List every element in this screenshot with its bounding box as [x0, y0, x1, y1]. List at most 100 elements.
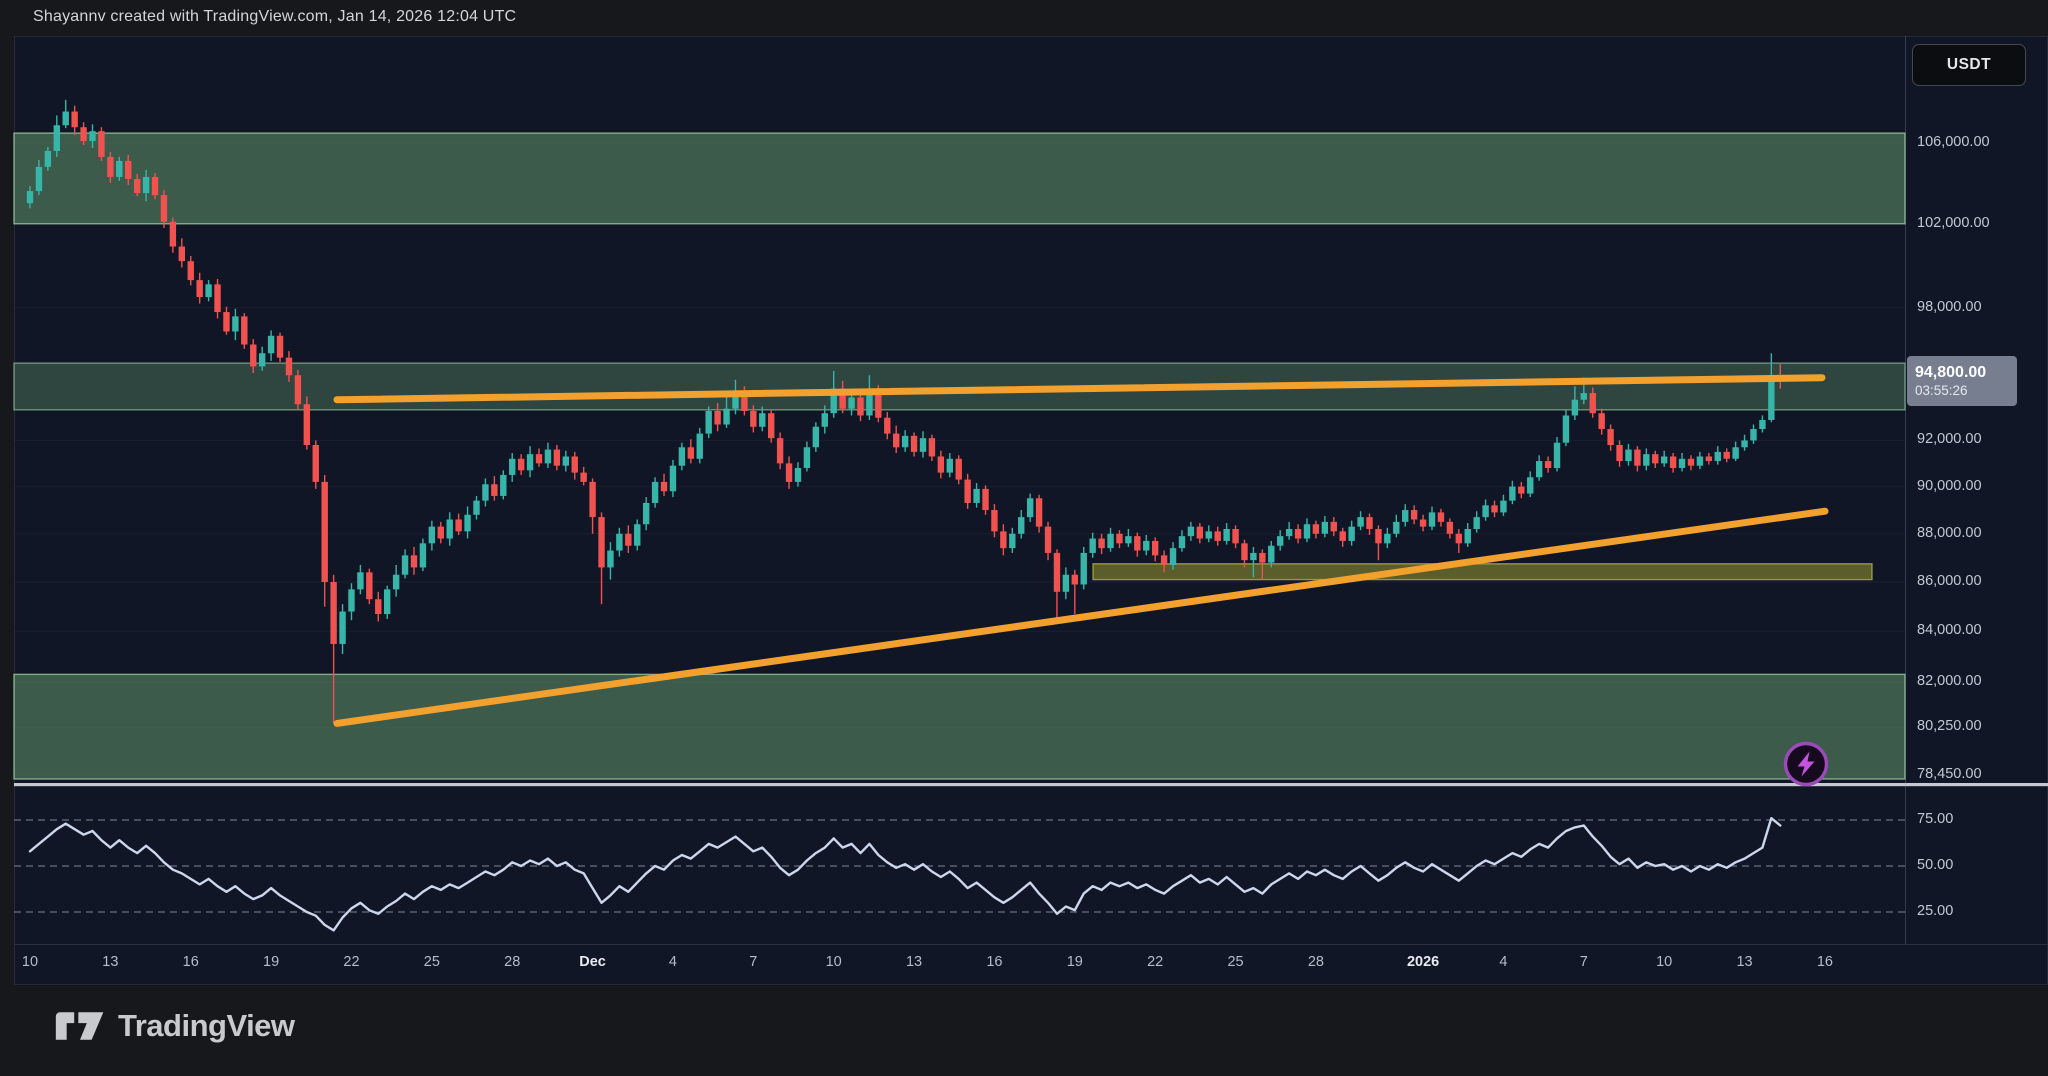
- candle-body: [517, 458, 525, 471]
- candle-body: [696, 433, 703, 459]
- candle-body: [1035, 498, 1043, 527]
- candle-body: [1750, 429, 1757, 441]
- candle-body: [1768, 375, 1775, 420]
- symbol-badge: USDT: [1912, 44, 2026, 86]
- candle-body: [1393, 521, 1400, 534]
- price-tick-label: 88,000.00: [1917, 524, 1982, 541]
- candle-body: [1125, 536, 1132, 544]
- candle-body: [1277, 536, 1284, 546]
- candle-body: [1723, 451, 1730, 459]
- rsi-line: [28, 817, 1782, 932]
- candle-body: [35, 166, 43, 192]
- candle-body: [1232, 528, 1239, 544]
- date-tick-label: 10: [21, 954, 39, 970]
- candle-body: [1366, 517, 1373, 529]
- candle-body: [553, 449, 561, 466]
- date-tick-label: 28: [504, 954, 521, 970]
- candle-body: [375, 599, 382, 615]
- symbol-badge-label: USDT: [1946, 56, 1992, 73]
- candle-body: [1321, 521, 1329, 534]
- date-axis[interactable]: 10 13 16 19 22 25 28 Dec 4 7 10 13 16 19 22 25 28 2026 4 7 1…: [14, 944, 2048, 986]
- candle-body: [1294, 528, 1302, 539]
- candle-body: [303, 404, 311, 445]
- candle-body: [884, 417, 891, 434]
- candle-body: [1080, 552, 1087, 585]
- tradingview-logo-text: TradingView: [118, 1008, 295, 1043]
- candle-body: [1732, 447, 1739, 459]
- price-tick-label: 90,000.00: [1917, 477, 1982, 494]
- candle-body: [1223, 528, 1230, 541]
- candle-body: [1419, 519, 1427, 527]
- candle-body: [482, 484, 489, 501]
- candle-body: [660, 481, 668, 492]
- candle-body: [1705, 456, 1713, 462]
- candle-body: [348, 589, 355, 612]
- candle-body: [1535, 461, 1543, 478]
- candle-body: [1473, 517, 1480, 529]
- price-tick-label: 78,450.00: [1917, 765, 1982, 782]
- price-tick-label: 98,000.00: [1917, 298, 1982, 315]
- candle-body: [151, 176, 159, 196]
- candle-body: [339, 611, 346, 644]
- candle-body: [723, 408, 730, 425]
- candle-body: [642, 502, 650, 525]
- candle-body: [1714, 451, 1721, 462]
- candle-body: [1205, 531, 1212, 539]
- candle-body: [1634, 449, 1641, 466]
- candle-body: [1268, 545, 1275, 563]
- candle-body: [294, 375, 302, 405]
- candle-body: [285, 357, 293, 376]
- candle-body: [1089, 538, 1096, 553]
- price-axis[interactable]: 106,000.00 102,000.00 98,000.00 92,000.00 90…: [1905, 36, 2048, 944]
- date-tick-label: 28: [1307, 954, 1324, 970]
- date-tick-label: 19: [263, 954, 280, 970]
- candle-body: [401, 555, 409, 575]
- candle-body: [1339, 531, 1346, 541]
- tradingview-logo-icon: [55, 1012, 104, 1040]
- boost-lightning-badge[interactable]: [1782, 740, 1830, 788]
- candle-body: [1000, 531, 1007, 549]
- candle-body: [1062, 574, 1070, 592]
- candle-body: [437, 526, 444, 539]
- candle-body: [169, 221, 177, 247]
- candle-body: [1553, 442, 1561, 468]
- candle-body: [1625, 449, 1632, 462]
- last-price-value: 94,800.00: [1915, 364, 1987, 382]
- date-tick-label: 16: [986, 954, 1003, 970]
- candle-body: [580, 472, 587, 482]
- candle-body: [428, 526, 436, 544]
- candle-body: [1580, 393, 1588, 400]
- candle-body: [1482, 505, 1489, 518]
- candle-body: [1357, 517, 1364, 527]
- candle-body: [98, 131, 105, 157]
- price-tick-label: 102,000.00: [1917, 214, 1990, 231]
- candle-body: [1410, 510, 1418, 520]
- date-tick-label: 4: [668, 954, 677, 970]
- candle-body: [71, 111, 78, 128]
- candle-body: [1044, 526, 1052, 553]
- price-tick-label: 92,000.00: [1917, 431, 1982, 448]
- candle-body: [830, 388, 837, 414]
- tradingview-watermark[interactable]: TradingView: [55, 1008, 295, 1044]
- ascending-support: [333, 507, 1829, 727]
- price-tick-label: 80,250.00: [1917, 718, 1982, 735]
- candle-body: [142, 176, 150, 194]
- candle-body: [857, 397, 864, 416]
- candle-body: [1598, 413, 1605, 430]
- candle-body: [1187, 526, 1195, 537]
- candle-body: [910, 435, 918, 452]
- candle-body: [258, 353, 266, 367]
- candle-body: [1437, 512, 1445, 522]
- date-tick-label: 4: [1499, 954, 1508, 970]
- candle-body: [62, 111, 69, 126]
- candle-body: [544, 449, 552, 464]
- candle-body: [1518, 486, 1525, 494]
- candle-body: [776, 438, 784, 464]
- candle-body: [491, 484, 498, 496]
- date-tick-label: Dec: [579, 954, 606, 970]
- candle-body: [1160, 555, 1168, 566]
- rsi-tick-label: 50.00: [1917, 857, 1954, 873]
- candle-body: [705, 410, 712, 434]
- candle-body: [1178, 536, 1186, 549]
